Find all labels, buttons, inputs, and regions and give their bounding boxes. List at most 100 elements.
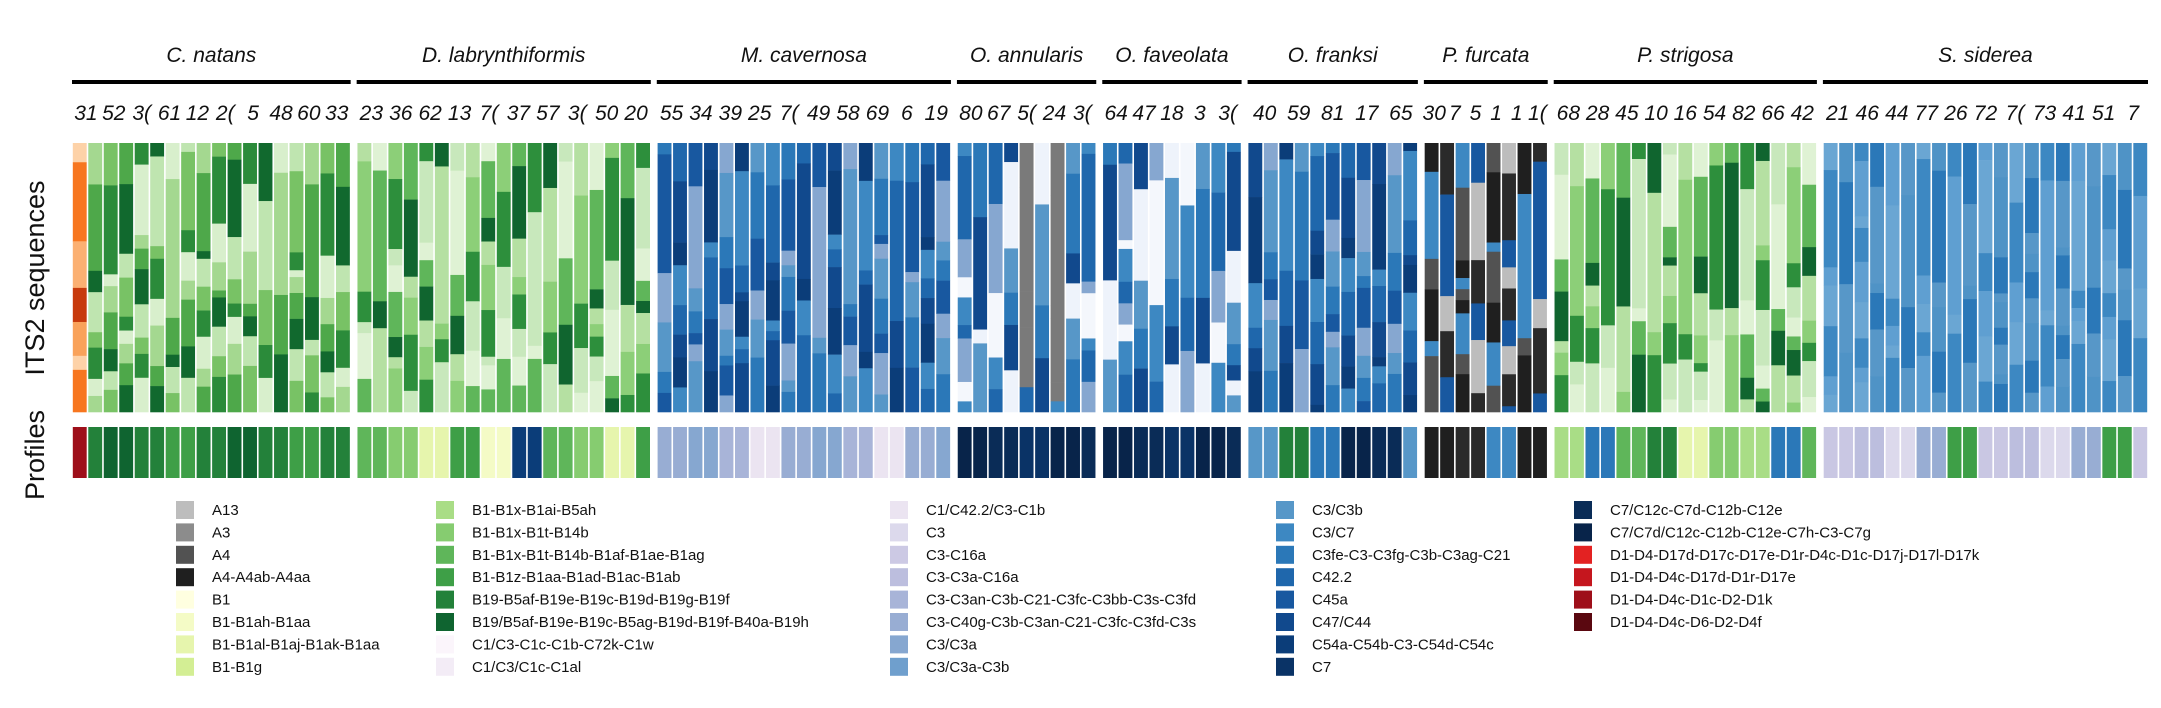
sequence-segment: [243, 183, 257, 252]
sequence-segment: [1585, 328, 1600, 364]
sequence-segment: [957, 381, 972, 402]
sequence-segment: [1372, 383, 1387, 413]
sequence-segment: [1486, 302, 1501, 343]
legend-label: C3-C40g-C3b-C3an-C21-C3fc-C3fd-C3s: [926, 614, 1196, 631]
sequence-segment: [403, 199, 418, 278]
sequence-segment: [750, 357, 765, 413]
profile-bar: [781, 427, 796, 478]
sequence-segment: [196, 251, 211, 260]
sequence-segment: [620, 304, 635, 353]
profile-bar: [636, 427, 650, 478]
sequence-segment: [2024, 232, 2039, 255]
sequence-segment: [1771, 204, 1786, 310]
sequence-segment: [481, 161, 496, 219]
sequence-segment: [1164, 326, 1179, 365]
sequence-segment: [150, 258, 165, 300]
profile-bar: [734, 427, 749, 478]
legend-label: D1-D4-D17d-D17c-D17e-D1r-D4c-D1c-D17j-D1…: [1610, 547, 1980, 564]
profile-bar: [357, 427, 372, 478]
legend-swatch: [1574, 545, 1592, 564]
sequence-segment: [2133, 143, 2148, 197]
sequence-segment: [734, 301, 749, 338]
legend-label: C47/C44: [1312, 614, 1371, 631]
sequence-segment: [212, 223, 227, 263]
sequence-segment: [874, 258, 889, 299]
legend-entry: C3-C3an-C3b-C21-C3fc-C3bb-C3s-C3fd: [890, 590, 1196, 609]
sequence-segment: [843, 316, 858, 346]
sequence-segment: [1854, 338, 1869, 369]
sequence-segment: [1004, 324, 1019, 371]
sequence-segment: [258, 201, 273, 291]
sequence-segment: [212, 356, 227, 378]
sequence-segment: [957, 325, 972, 339]
sequence-segment: [1226, 380, 1241, 396]
legend-swatch: [1276, 501, 1294, 519]
sequence-segment: [305, 143, 319, 185]
sequence-segment: [1802, 275, 1817, 321]
sequence-segment: [2117, 189, 2132, 269]
sequence-segment: [688, 186, 703, 289]
sequence-segment: [936, 374, 951, 413]
sequence-segment: [1885, 143, 1900, 206]
sequence-segment: [134, 353, 149, 379]
sequence-segment: [181, 230, 196, 253]
sequence-segment: [1356, 327, 1371, 357]
profile-bar: [1440, 427, 1455, 478]
sequence-segment: [543, 281, 558, 333]
sequence-segment: [2071, 308, 2086, 322]
sequence-segment: [1823, 170, 1838, 268]
sequence-segment: [1740, 334, 1755, 379]
profile-bar: [1901, 427, 1915, 478]
sequence-segment: [1050, 143, 1065, 196]
sequence-segment: [589, 324, 604, 337]
sequence-segment: [2117, 289, 2132, 321]
sequence-segment: [1341, 388, 1356, 413]
sequence-segment: [1916, 304, 1931, 333]
sequence-segment: [1554, 375, 1569, 413]
sequence-segment: [543, 143, 558, 189]
sequence-segment: [1709, 143, 1724, 166]
sequence-segment: [305, 184, 319, 298]
sequence-segment: [150, 325, 165, 367]
sequence-segment: [1854, 227, 1869, 263]
species-label: P. strigosa: [1637, 44, 1734, 67]
profile-bar: [843, 427, 858, 478]
sequence-segment: [796, 335, 811, 413]
panel: S. siderea 21 46 44 77 26 72 7(73 41 51 7: [1822, 44, 2148, 478]
sequence-segment: [2024, 178, 2039, 234]
sequence-segment: [1486, 242, 1501, 253]
legend-label: D1-D4-D4c-D17d-D1r-D17e: [1610, 569, 1796, 586]
sequence-segment: [1486, 172, 1501, 243]
sequence-segment: [1693, 143, 1708, 178]
sequence-segment: [673, 305, 687, 335]
sequence-segment: [1019, 271, 1034, 292]
sequence-segment: [1226, 250, 1241, 303]
sequence-segment: [1963, 204, 1977, 286]
legend-label: D1-D4-D4c-D1c-D2-D1k: [1610, 592, 1773, 609]
sequence-segment: [920, 278, 935, 299]
sequence-segment: [1294, 143, 1309, 172]
sequence-segment: [1455, 354, 1470, 375]
legend-swatch: [176, 568, 194, 587]
sequence-segment: [874, 243, 889, 260]
sequence-segment: [372, 143, 387, 171]
sequence-segment: [1693, 176, 1708, 257]
sequence-segment: [1947, 176, 1962, 315]
profile-bar: [1631, 427, 1646, 478]
sequence-segment: [243, 251, 257, 305]
sequence-segment: [1310, 143, 1325, 157]
sample-count-label: 39: [719, 102, 743, 125]
sequence-segment: [372, 328, 387, 413]
legend-label: C3/C3a-C3b: [926, 659, 1009, 676]
sequence-segment: [1050, 318, 1065, 383]
sequence-segment: [1263, 370, 1278, 413]
sequence-segment: [165, 366, 180, 394]
sequence-segment: [1004, 143, 1019, 163]
sample-count-label: 42: [1791, 102, 1815, 125]
sequence-segment: [1947, 333, 1962, 413]
sample-count-label: 24: [1042, 102, 1066, 125]
sequence-segment: [165, 317, 180, 355]
sample-count-label: 41: [2062, 102, 2085, 125]
sequence-segment: [1424, 171, 1439, 260]
sequence-segment: [320, 351, 335, 373]
